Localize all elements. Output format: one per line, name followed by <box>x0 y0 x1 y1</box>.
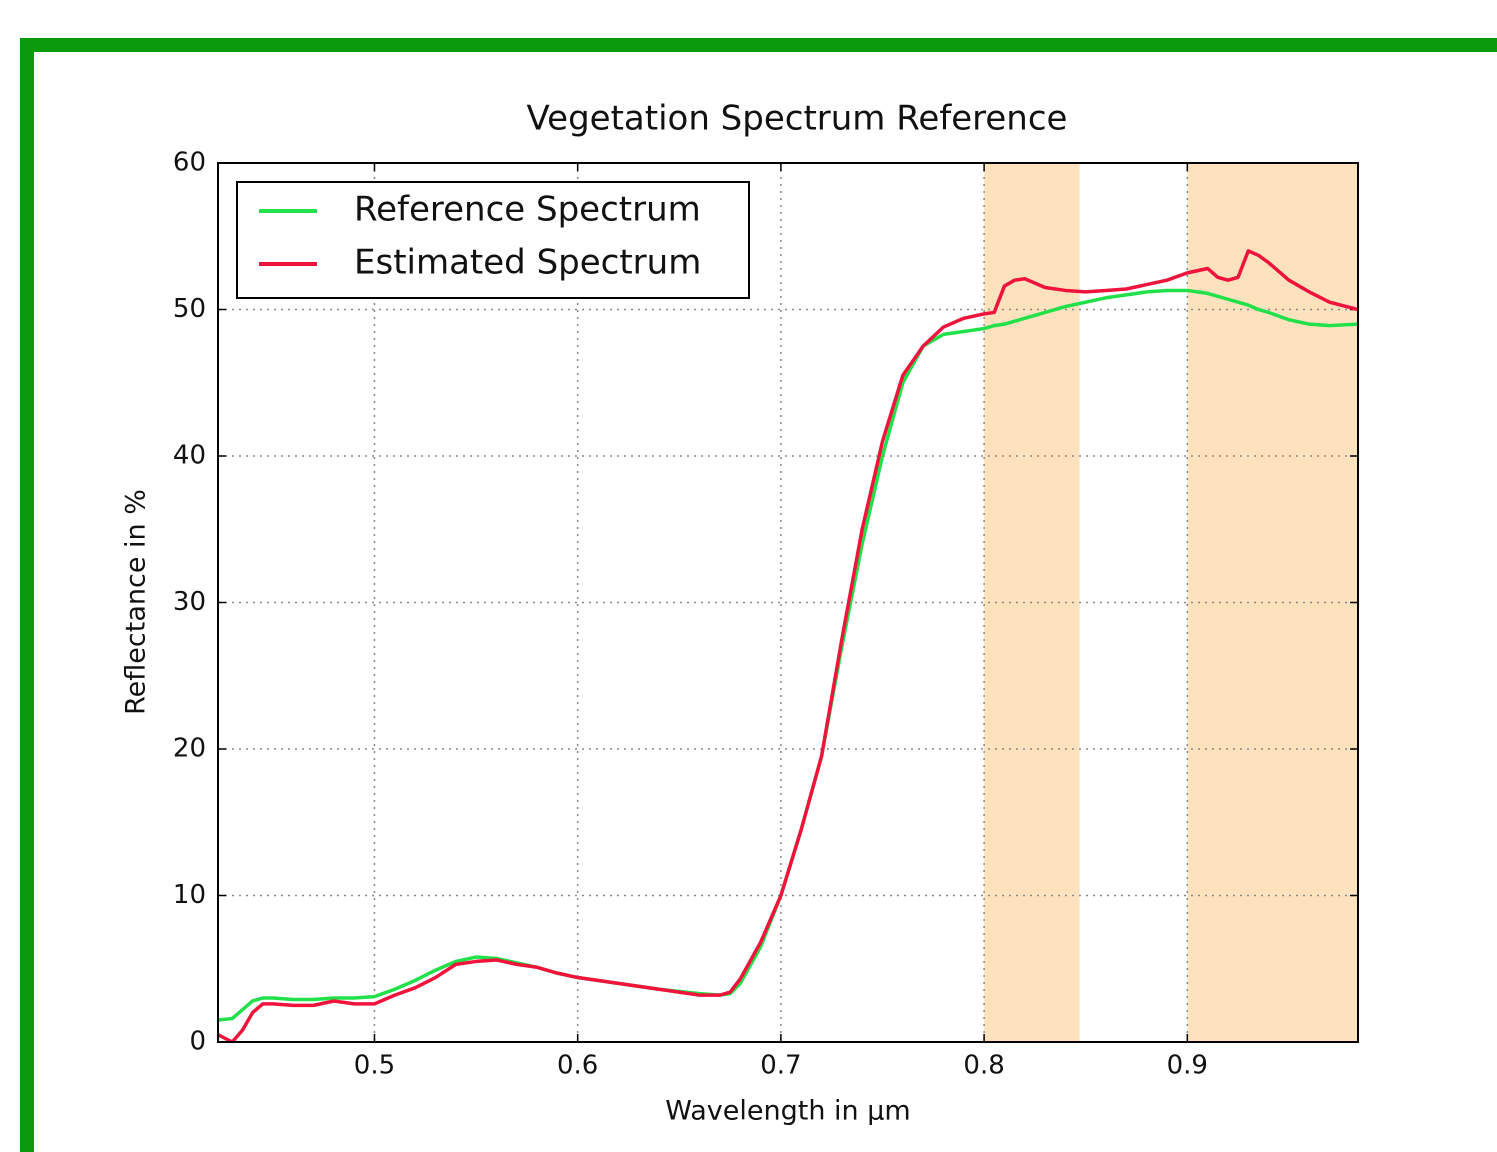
x-tick-label: 0.7 <box>760 1051 801 1081</box>
highlight-band <box>1187 163 1358 1042</box>
x-axis-label: Wavelength in μm <box>665 1096 910 1127</box>
legend-label: Reference Spectrum <box>354 190 701 230</box>
y-tick-label: 50 <box>173 294 206 324</box>
y-tick-label: 40 <box>173 441 206 471</box>
y-tick-label: 0 <box>189 1027 206 1057</box>
x-tick-label: 0.5 <box>354 1051 395 1081</box>
y-tick-label: 10 <box>173 880 206 910</box>
y-tick-label: 60 <box>173 148 206 178</box>
plot-frame <box>217 162 1359 1043</box>
data-line <box>218 249 1358 1042</box>
data-line <box>218 288 1358 1022</box>
x-tick-label: 0.8 <box>963 1051 1004 1081</box>
y-axis-label: Reflectance in % <box>121 489 152 715</box>
chart: 0 10 20 30 40 50 60 0.5 0.6 0.7 0.8 0.9 Reference Sp… <box>173 148 1359 1081</box>
y-tick-label: 30 <box>173 587 206 617</box>
legend-box <box>236 181 750 299</box>
legend-label: Estimated Spectrum <box>354 243 701 283</box>
chart-title: Vegetation Spectrum Reference <box>527 99 1068 139</box>
x-tick-label: 0.9 <box>1167 1051 1208 1081</box>
x-tick-label: 0.6 <box>557 1051 598 1081</box>
y-tick-label: 20 <box>173 734 206 764</box>
